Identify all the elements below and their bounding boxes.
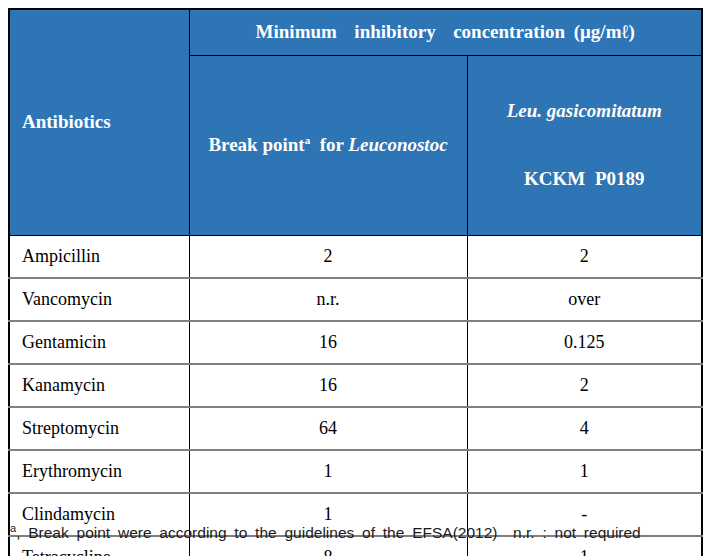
antibiotic-name-cell: Streptomycin	[9, 407, 189, 450]
breakpoint-label: Break point	[208, 134, 304, 155]
mic-spanning-header: Minimum inhibitory concentration (μg/mℓ)	[189, 9, 702, 55]
breakpoint-value-cell: n.r.	[189, 278, 467, 321]
header-row-top: Antibiotics Minimum inhibitory concentra…	[9, 9, 702, 55]
antibiotics-column-header: Antibiotics	[9, 9, 189, 235]
breakpoint-value-cell: 16	[189, 321, 467, 364]
strain-mic-value-cell: 4	[467, 407, 702, 450]
antibiotic-name-cell: Erythromycin	[9, 450, 189, 493]
table-row: Gentamicin 16 0.125	[9, 321, 702, 364]
strain-id-label: KCKM P0189	[468, 168, 702, 190]
breakpoint-value-cell: 2	[189, 235, 467, 278]
table-row: Erythromycin 1 1	[9, 450, 702, 493]
strain-mic-value-cell: 2	[467, 364, 702, 407]
antibiotic-name-cell: Gentamicin	[9, 321, 189, 364]
strain-mic-value-cell: 2	[467, 235, 702, 278]
breakpoint-value-cell: 16	[189, 364, 467, 407]
footnote-text: , Break point were according to the guid…	[16, 524, 641, 541]
breakpoint-value-cell: 1	[189, 450, 467, 493]
breakpoint-for-label: for	[310, 134, 348, 155]
table-header: Antibiotics Minimum inhibitory concentra…	[9, 9, 702, 235]
breakpoint-value-cell: 64	[189, 407, 467, 450]
strain-mic-value-cell: 0.125	[467, 321, 702, 364]
strain-species-label: Leu. gasicomitatum	[468, 100, 702, 122]
table-row: Kanamycin 16 2	[9, 364, 702, 407]
antibiotic-name-cell: Vancomycin	[9, 278, 189, 321]
table-row: Ampicillin 2 2	[9, 235, 702, 278]
mic-table: Antibiotics Minimum inhibitory concentra…	[8, 8, 703, 556]
table-row: Vancomycin n.r. over	[9, 278, 702, 321]
breakpoint-genus-label: Leuconostoc	[348, 134, 447, 155]
strain-species-italic: Leu. gasicomitatum	[507, 100, 662, 121]
table-body: Ampicillin 2 2 Vancomycin n.r. over Gent…	[9, 235, 702, 556]
paper-table-figure: Antibiotics Minimum inhibitory concentra…	[0, 0, 709, 556]
strain-mic-value-cell: over	[467, 278, 702, 321]
footnote: a, Break point were according to the gui…	[10, 524, 705, 542]
strain-column-header: Leu. gasicomitatum KCKM P0189	[467, 55, 702, 235]
breakpoint-column-header: Break pointa for Leuconostoc	[189, 55, 467, 235]
antibiotic-name-cell: Ampicillin	[9, 235, 189, 278]
strain-mic-value-cell: 1	[467, 450, 702, 493]
antibiotic-name-cell: Kanamycin	[9, 364, 189, 407]
table-row: Streptomycin 64 4	[9, 407, 702, 450]
